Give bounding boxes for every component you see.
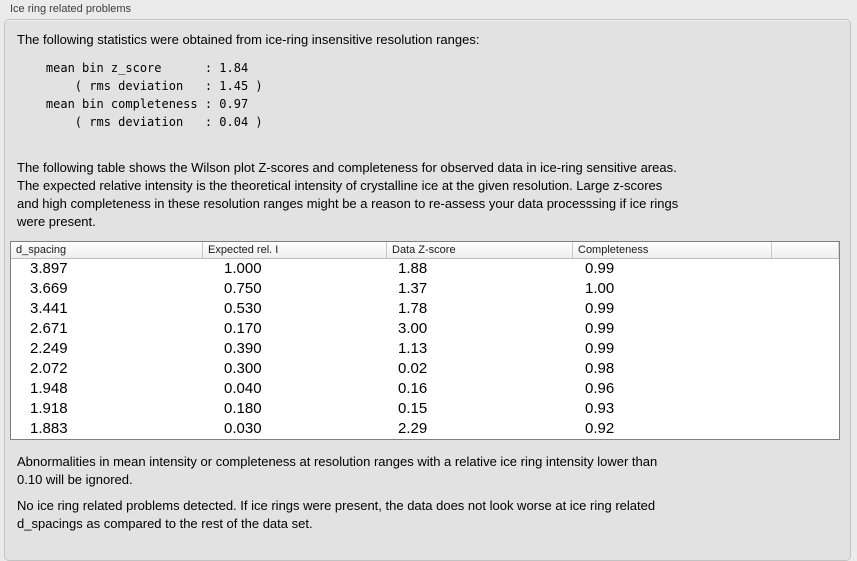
table-cell: 0.93: [585, 400, 615, 417]
table-cell: 1.918: [30, 400, 68, 417]
table-cell-empty: [771, 339, 839, 359]
panel-title: Ice ring related problems: [10, 3, 132, 15]
table-row[interactable]: 1.918 0.180 0.15 0.93: [11, 399, 839, 419]
table-cell: 1.00: [585, 280, 615, 297]
table-cell: 0.96: [585, 380, 615, 397]
table-cell: 0.170: [224, 320, 262, 337]
description-line: The following table shows the Wilson plo…: [17, 160, 677, 175]
table-cell: 0.750: [224, 280, 262, 297]
table-cell: 2.671: [30, 320, 68, 337]
table-row[interactable]: 2.072 0.300 0.02 0.98: [11, 359, 839, 379]
description-line: and high completeness in these resolutio…: [17, 196, 679, 211]
table-cell: 0.92: [585, 420, 615, 437]
table-cell: 1.948: [30, 380, 68, 397]
table-cell: 0.15: [398, 400, 428, 417]
table-cell: 3.669: [30, 280, 68, 297]
column-header-completeness: Completeness: [572, 242, 771, 258]
ignore-note: Abnormalities in mean intensity or compl…: [17, 453, 838, 489]
table-cell-empty: [771, 399, 839, 419]
table-cell: 0.390: [224, 340, 262, 357]
table-cell-empty: [771, 299, 839, 319]
table-body: 3.897 1.000 1.88 0.99 3.669 0.750 1.37 1.00 3.44…: [11, 259, 839, 439]
ignore-note-line: 0.10 will be ignored.: [17, 472, 133, 487]
ice-ring-groupbox: The following statistics were obtained f…: [4, 19, 851, 561]
table-cell: 1.37: [398, 280, 428, 297]
table-cell: 0.040: [224, 380, 262, 397]
table-cell: 3.897: [30, 260, 68, 277]
table-row[interactable]: 1.883 0.030 2.29 0.92: [11, 419, 839, 439]
table-cell: 2.249: [30, 340, 68, 357]
conclusion-text: No ice ring related problems detected. I…: [17, 497, 838, 533]
column-header-expected-rel-i: Expected rel. I: [202, 242, 386, 258]
table-cell: 0.99: [585, 340, 615, 357]
table-cell-empty: [771, 279, 839, 299]
table-cell: 0.99: [585, 300, 615, 317]
table-cell: 2.072: [30, 360, 68, 377]
table-cell: 2.29: [398, 420, 428, 437]
table-cell: 0.02: [398, 360, 428, 377]
table-cell: 1.13: [398, 340, 428, 357]
intro-text: The following statistics were obtained f…: [17, 32, 480, 47]
table-cell: 1.000: [224, 260, 262, 277]
conclusion-line: No ice ring related problems detected. I…: [17, 498, 656, 513]
table-cell-empty: [771, 359, 839, 379]
table-cell-empty: [771, 379, 839, 399]
table-cell: 3.441: [30, 300, 68, 317]
table-cell: 0.98: [585, 360, 615, 377]
conclusion-line: d_spacings as compared to the rest of th…: [17, 516, 313, 531]
column-header-data-z-score: Data Z-score: [386, 242, 572, 258]
table-cell: 0.99: [585, 260, 615, 277]
column-header-empty: [771, 242, 839, 258]
table-description: The following table shows the Wilson plo…: [17, 159, 838, 231]
stats-block: mean bin z_score : 1.84 ( rms deviation …: [45, 61, 263, 129]
table-cell-empty: [771, 259, 839, 279]
table-row[interactable]: 2.249 0.390 1.13 0.99: [11, 339, 839, 359]
table-row[interactable]: 2.671 0.170 3.00 0.99: [11, 319, 839, 339]
groupbox-content: The following statistics were obtained f…: [5, 20, 850, 533]
table-cell: 0.300: [224, 360, 262, 377]
table-row[interactable]: 3.441 0.530 1.78 0.99: [11, 299, 839, 319]
ice-ring-table: d_spacing Expected rel. I Data Z-score Comp…: [10, 241, 840, 440]
table-cell-empty: [771, 319, 839, 339]
description-line: The expected relative intensity is the t…: [17, 178, 663, 193]
table-row[interactable]: 3.669 0.750 1.37 1.00: [11, 279, 839, 299]
table-cell: 1.78: [398, 300, 428, 317]
table-cell: 0.030: [224, 420, 262, 437]
table-cell-empty: [771, 419, 839, 439]
table-cell: 0.180: [224, 400, 262, 417]
description-line: were present.: [17, 214, 96, 229]
table-cell: 1.88: [398, 260, 428, 277]
column-header-d-spacing: d_spacing: [16, 244, 67, 256]
table-cell: 0.99: [585, 320, 615, 337]
table-cell: 3.00: [398, 320, 428, 337]
table-row[interactable]: 1.948 0.040 0.16 0.96: [11, 379, 839, 399]
table-cell: 0.530: [224, 300, 262, 317]
table-cell: 1.883: [30, 420, 68, 437]
table-header: d_spacing Expected rel. I Data Z-score Comp…: [11, 242, 839, 259]
ignore-note-line: Abnormalities in mean intensity or compl…: [17, 454, 658, 469]
table-row[interactable]: 3.897 1.000 1.88 0.99: [11, 259, 839, 279]
table-cell: 0.16: [398, 380, 428, 397]
